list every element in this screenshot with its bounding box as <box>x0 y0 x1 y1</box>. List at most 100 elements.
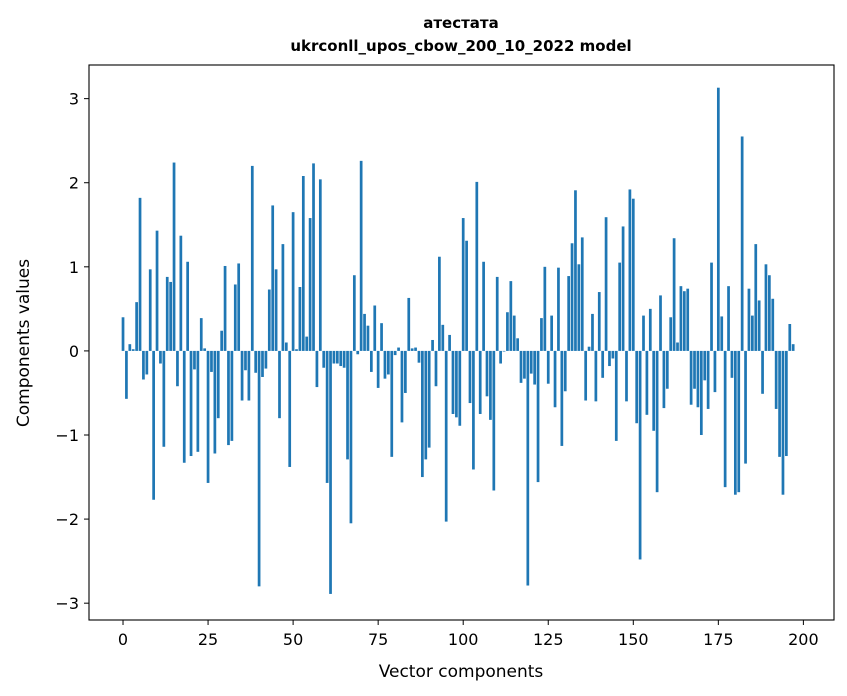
bar-144 <box>611 350 615 359</box>
bar-131 <box>567 276 571 351</box>
bar-37 <box>247 350 251 401</box>
bar-64 <box>339 350 343 367</box>
bar-118 <box>523 350 526 379</box>
bars-group <box>121 87 795 594</box>
bar-78 <box>387 350 390 375</box>
bar-81 <box>397 347 400 351</box>
bar-179 <box>730 350 734 378</box>
bar-0 <box>121 317 125 351</box>
bar-165 <box>682 291 686 351</box>
bar-195 <box>785 350 788 457</box>
bar-32 <box>230 350 234 441</box>
bar-65 <box>342 350 346 368</box>
bar-62 <box>332 350 336 364</box>
bar-133 <box>574 190 577 351</box>
bar-89 <box>424 350 428 460</box>
bar-183 <box>744 350 747 464</box>
bar-171 <box>703 350 707 381</box>
bar-21 <box>193 350 196 370</box>
bar-67 <box>349 350 353 524</box>
bar-102 <box>468 350 472 404</box>
y-axis-ticks: −3 −2 −1 0 1 2 3 <box>55 90 89 613</box>
bar-151 <box>635 350 639 424</box>
bar-1 <box>125 350 128 399</box>
bar-188 <box>761 350 764 394</box>
bar-70 <box>359 160 363 351</box>
bar-156 <box>652 350 656 431</box>
bar-88 <box>421 350 424 478</box>
y-tick-label: 0 <box>69 342 79 361</box>
bar-191 <box>771 298 775 351</box>
bar-159 <box>662 350 666 409</box>
bar-4 <box>135 302 138 351</box>
bar-116 <box>516 338 519 351</box>
bar-97 <box>451 350 455 414</box>
bar-167 <box>689 350 693 405</box>
bar-92 <box>434 350 438 387</box>
bar-181 <box>737 350 741 493</box>
bar-16 <box>176 350 179 387</box>
bar-83 <box>404 350 407 393</box>
bar-35 <box>240 350 244 401</box>
bar-108 <box>489 350 492 420</box>
x-tick-label: 0 <box>118 630 128 649</box>
bar-169 <box>696 350 700 408</box>
bar-24 <box>203 348 207 351</box>
chart-title-line1: атестата <box>423 14 499 32</box>
bar-28 <box>216 350 220 419</box>
bar-19 <box>186 261 190 351</box>
bar-170 <box>699 350 703 435</box>
bar-69 <box>356 350 360 355</box>
bar-86 <box>414 347 417 351</box>
bar-85 <box>410 348 414 351</box>
bar-9 <box>152 350 155 500</box>
bar-193 <box>778 350 781 457</box>
bar-110 <box>495 276 499 351</box>
bar-194 <box>781 350 785 495</box>
bar-186 <box>754 244 758 351</box>
bar-166 <box>686 288 690 351</box>
bar-184 <box>747 288 751 351</box>
x-tick-label: 200 <box>788 630 819 649</box>
bar-36 <box>244 350 247 371</box>
bar-23 <box>199 318 203 351</box>
bar-76 <box>380 323 383 351</box>
bar-49 <box>288 350 292 467</box>
bar-54 <box>305 336 309 351</box>
bar-142 <box>604 217 608 351</box>
bar-63 <box>335 350 339 364</box>
y-tick-label: −2 <box>55 510 79 529</box>
bar-173 <box>710 262 713 351</box>
bar-66 <box>346 350 349 460</box>
x-tick-label: 150 <box>618 630 649 649</box>
x-axis-label: Vector components <box>379 662 544 682</box>
bar-96 <box>448 334 451 351</box>
bar-150 <box>631 198 635 351</box>
bar-177 <box>723 350 727 488</box>
bar-71 <box>363 313 366 351</box>
bar-192 <box>774 350 778 409</box>
bar-163 <box>676 342 679 351</box>
bar-161 <box>669 317 673 351</box>
y-tick-label: 2 <box>69 174 79 193</box>
bar-74 <box>373 305 377 351</box>
bar-127 <box>553 350 557 408</box>
bar-147 <box>621 226 625 351</box>
bar-2 <box>128 344 132 351</box>
bar-153 <box>642 315 645 351</box>
y-tick-label: −1 <box>55 426 79 445</box>
bar-56 <box>312 163 315 351</box>
bar-80 <box>393 350 397 356</box>
bar-40 <box>257 350 261 587</box>
bar-117 <box>519 350 523 383</box>
y-tick-label: 3 <box>69 90 79 109</box>
bar-87 <box>417 350 421 363</box>
bar-11 <box>159 350 162 364</box>
bar-114 <box>509 281 513 351</box>
bar-39 <box>254 350 258 373</box>
bar-152 <box>638 350 642 560</box>
bar-34 <box>237 263 241 351</box>
bar-100 <box>461 218 465 351</box>
bar-15 <box>172 162 176 351</box>
chart-title-line2: ukrconll_upos_cbow_200_10_2022 model <box>290 37 631 55</box>
